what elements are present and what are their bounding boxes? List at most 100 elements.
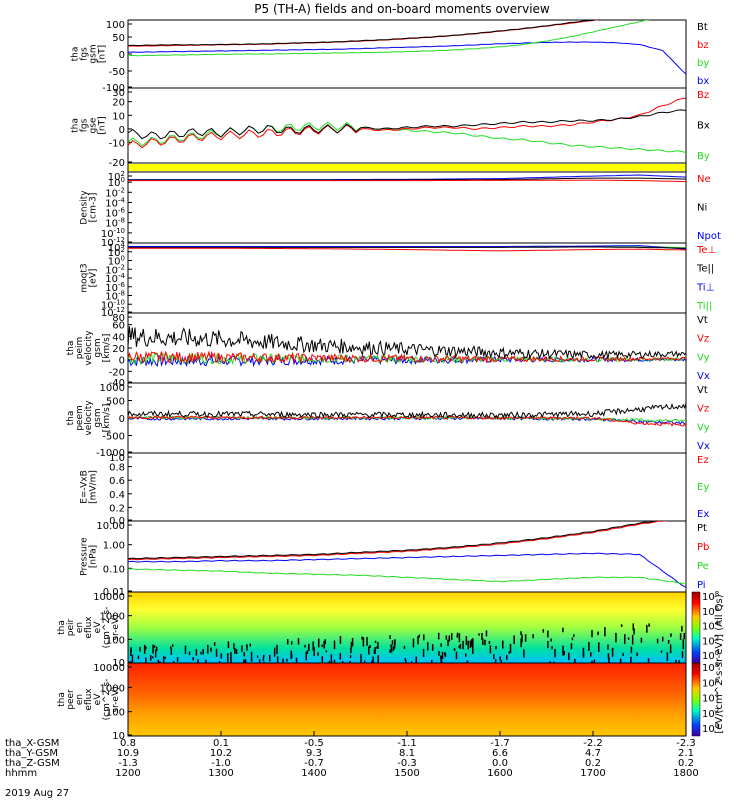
y-axis-label-line: [km/s] (102, 404, 112, 433)
spectrogram-dropout (153, 645, 156, 648)
series-line-Ti⊥ (128, 245, 686, 250)
spectrogram-dropout (403, 645, 406, 650)
spectrogram-dropout (521, 634, 523, 643)
spectrogram-dropout (162, 656, 165, 665)
spectrogram-dropout (312, 641, 314, 651)
spectrogram-dropout (441, 651, 444, 660)
spectrogram-dropout (520, 631, 522, 636)
series-line-Vz (128, 350, 686, 365)
panel-2 (127, 162, 687, 173)
legend-entry: Bx (697, 121, 710, 132)
spectrogram-dropout (233, 643, 235, 649)
y-tick-label: 80 (112, 313, 125, 324)
y-tick-label: -1000 (96, 448, 125, 459)
y-tick-label: 0.10 (103, 564, 125, 575)
spectrogram-dropout (427, 642, 429, 651)
y-axis-label-line: eV (93, 621, 103, 634)
spectrogram-dropout (630, 656, 632, 664)
spectrogram-dropout (675, 659, 677, 663)
spectrogram-dropout (305, 651, 307, 661)
y-tick-label: 0.0 (109, 516, 125, 527)
x-axis-tick-label: -0.5 (304, 738, 324, 749)
spectrogram-dropout (604, 633, 606, 637)
spectrogram-dropout (683, 632, 686, 640)
spectrogram-dropout (218, 660, 221, 664)
spectrogram-dropout (681, 651, 684, 659)
x-axis-tick-label: 0.2 (585, 758, 601, 769)
spectrogram-dropout (591, 630, 593, 638)
spectrogram-dropout (262, 654, 265, 658)
spectrogram-dropout (350, 647, 352, 654)
series-line-Npot (128, 174, 686, 181)
spectrogram-dropout (170, 648, 173, 655)
spectrogram-dropout (620, 624, 623, 627)
y-tick-label: 10-6 (105, 207, 125, 220)
spectrogram-dropout (458, 645, 460, 648)
panel-frame (127, 242, 687, 314)
spectrogram-dropout (276, 656, 279, 664)
spectrogram-dropout (640, 637, 643, 643)
panel-frame (127, 452, 687, 522)
x-axis-tick-label: 1400 (301, 768, 326, 779)
spectrogram-dropout (656, 638, 659, 644)
y-tick-label: 1000 (100, 383, 125, 394)
spectrogram-dropout (571, 637, 574, 641)
spectrogram-dropout (604, 627, 606, 634)
spectrogram-dropout (392, 646, 395, 651)
spectrogram-dropout (459, 644, 462, 649)
spectrogram-dropout (243, 652, 246, 655)
spectrogram-dropout (431, 644, 434, 651)
date-label: 2019 Aug 27 (5, 788, 69, 799)
spectrogram-dropout (418, 634, 421, 638)
legend-entry: Ex (697, 509, 709, 520)
y-axis-label-line: peem (75, 405, 85, 431)
panel-7: 1.00.8 0.6 0.4 0.2 0.0 E=-VxB [mV/m] Ez Ey Ex (80, 452, 709, 527)
spectrogram-dropout (563, 651, 565, 656)
spectrogram-dropout (607, 653, 610, 659)
panel-frame (127, 520, 687, 593)
x-axis-tick-label: 10.2 (210, 748, 232, 759)
legend-entry: Vx (697, 441, 710, 452)
spectrogram-dropout (241, 645, 243, 652)
spectrogram-dropout (682, 639, 685, 650)
y-tick-label: -10 (109, 139, 125, 150)
legend-entry: Te⊥ (696, 245, 716, 256)
spectrogram-dropout (282, 658, 284, 665)
y-tick-label: 10 (112, 111, 125, 122)
spectrogram-dropout (422, 648, 425, 657)
spectrogram-dropout (590, 652, 592, 657)
x-axis-row-label: tha_Z-GSM (5, 758, 60, 769)
spectrogram-dropout (377, 642, 379, 649)
y-axis-label-line: gsm (93, 408, 103, 427)
y-axis-label: tha fgs gse [nT] (71, 116, 108, 134)
spectrogram-dropout (373, 649, 376, 655)
y-tick-label: 100 (108, 176, 125, 189)
spectrogram-dropout (453, 648, 456, 651)
series-line-Bx (128, 109, 686, 140)
y-tick-label: 10 (112, 731, 125, 742)
panel-0: 100 50 0 -50 -100 tha fgs gsm [nT] Bt bz by bx (71, 19, 709, 94)
series-group (128, 20, 686, 75)
legend-entry: Vx (697, 371, 710, 382)
y-tick-label: 20 (112, 98, 125, 109)
spectrogram-dropout (276, 644, 278, 655)
spectrogram-dropout (249, 643, 252, 647)
spectrogram-dropout (207, 644, 209, 654)
series-line-Vt (128, 402, 686, 420)
spectrogram-dropout (506, 654, 508, 660)
colorbar-tick-label: 100 (702, 649, 719, 662)
x-axis-tick-label: 9.3 (306, 748, 322, 759)
y-tick-label: 102 (108, 170, 125, 183)
spectrogram-dropout (562, 645, 564, 656)
legend-entry: bx (697, 76, 709, 87)
legend-entry: Ti|| (696, 301, 712, 312)
spectrogram-dropout (155, 646, 158, 652)
spectrogram-dropout (220, 653, 223, 659)
spectrogram-dropout (445, 635, 448, 640)
colorbar-tick-label: 108 (702, 590, 719, 603)
panel-frame (127, 171, 687, 244)
spectrogram-dropout (646, 624, 648, 633)
legend-entry: Ez (697, 455, 709, 466)
